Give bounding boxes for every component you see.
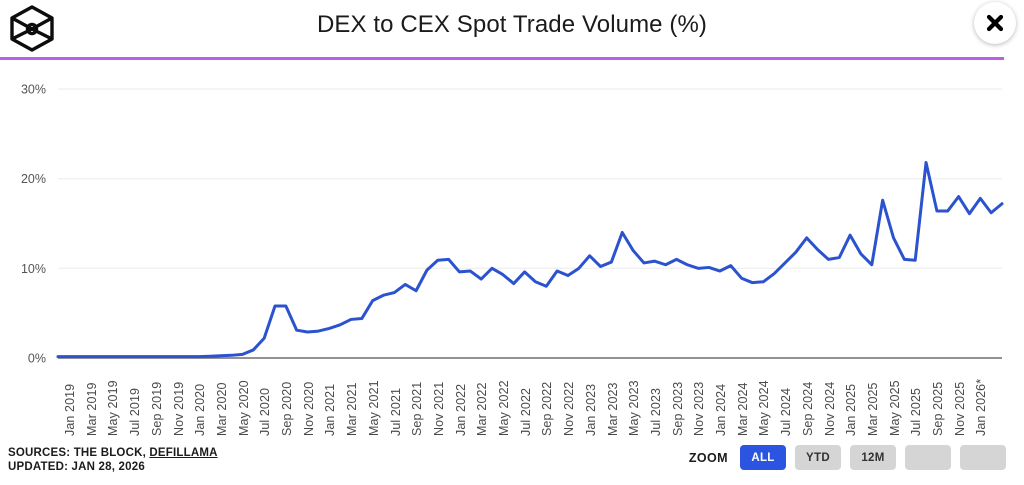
x-axis-tick-label: Sep 2023 [670, 381, 685, 436]
zoom-controls: ZOOM ALL YTD 12M [689, 445, 1006, 470]
x-axis-tick-label: Jan 2023 [583, 383, 598, 436]
x-axis-tick-label: Jan 2019 [63, 383, 77, 436]
chart-footer: SOURCES: THE BLOCK, DEFILLAMA UPDATED: J… [0, 440, 1024, 485]
line-chart-svg: 0% 10% 20% 30% [21, 83, 1004, 366]
x-axis-tick-label: Sep 2022 [540, 381, 555, 436]
x-axis-tick-label: Jan 2020 [193, 383, 208, 436]
page-title: DEX to CEX Spot Trade Volume (%) [316, 11, 708, 38]
svg-text:0%: 0% [28, 352, 46, 366]
x-axis-tick-label: Sep 2019 [149, 381, 164, 436]
x-axis-tick-label: Nov 2025 [952, 381, 967, 436]
zoom-button-12m[interactable]: 12M [850, 445, 896, 470]
x-axis-tick-label: Mar 2023 [605, 382, 620, 436]
x-axis-tick-label: Mar 2024 [735, 382, 750, 436]
zoom-button-4[interactable] [905, 445, 951, 470]
x-axis-tick-label: May 2022 [497, 380, 512, 436]
x-axis-tick-label: Nov 2020 [301, 381, 316, 436]
x-axis-tick-label: Sep 2020 [280, 381, 294, 436]
x-axis-tick-label: Sep 2021 [410, 381, 425, 436]
x-axis-tick-label: Mar 2020 [214, 382, 229, 436]
chart-plot-area: 0% 10% 20% 30% [0, 58, 1024, 368]
x-axis-tick-label: Jul 2025 [909, 387, 924, 436]
x-axis-tick-label: Jul 2024 [779, 387, 794, 436]
x-axis-tick-label: Sep 2025 [931, 381, 946, 436]
x-axis-tick-label: Mar 2021 [345, 382, 360, 436]
svg-text:20%: 20% [21, 172, 46, 186]
zoom-button-ytd[interactable]: YTD [795, 445, 841, 470]
x-axis-tick-label: Mar 2022 [475, 382, 490, 436]
x-axis-tick-label: May 2025 [887, 380, 902, 436]
x-axis-tick-label: Jul 2020 [258, 387, 273, 436]
sources-prefix: SOURCES: THE BLOCK, [8, 447, 150, 459]
x-axis-tick-label: Mar 2025 [865, 382, 880, 436]
x-axis-tick-label: Jan 2024 [714, 383, 729, 436]
x-axis-tick-label: Nov 2019 [171, 381, 186, 436]
x-axis-tick-label: Nov 2023 [692, 381, 707, 436]
x-axis-tick-label: Jan 2026* [974, 378, 989, 436]
x-axis-tick-label: Jul 2023 [648, 387, 663, 436]
x-axis-tick-label: Jul 2019 [128, 387, 143, 436]
chart-header: DEX to CEX Spot Trade Volume (%) [0, 0, 1024, 60]
close-button[interactable] [974, 2, 1016, 44]
zoom-button-5[interactable] [960, 445, 1006, 470]
sources-text: SOURCES: THE BLOCK, DEFILLAMA UPDATED: J… [8, 446, 218, 474]
x-axis-tick-label: May 2019 [106, 380, 121, 436]
defillama-link[interactable]: DEFILLAMA [149, 447, 218, 459]
y-axis-tick-labels: 0% 10% 20% 30% [21, 83, 46, 366]
x-axis-tick-label: May 2024 [757, 380, 772, 436]
svg-text:10%: 10% [21, 262, 46, 276]
x-axis-tick-label: Jul 2021 [388, 387, 403, 436]
theblock-cube-logo-icon [6, 2, 58, 54]
x-axis-tick-label: May 2020 [236, 380, 251, 436]
updated-text: UPDATED: JAN 28, 2026 [8, 461, 145, 473]
x-axis-tick-label: Nov 2021 [431, 381, 446, 436]
zoom-label: ZOOM [688, 450, 728, 465]
x-axis-tick-label: May 2021 [366, 380, 381, 436]
close-icon [986, 14, 1004, 32]
x-axis-tick-label: Jul 2022 [518, 387, 533, 436]
zoom-button-all[interactable]: ALL [740, 445, 786, 470]
x-axis-tick-label: Nov 2022 [562, 381, 577, 436]
svg-text:30%: 30% [21, 83, 46, 97]
x-axis-tick-label: Mar 2019 [84, 382, 99, 436]
data-series-line [56, 161, 1004, 359]
x-axis-tick-labels: Jan 2019 Mar 2019 May 2019 Jul 2019 Sep 2019… [0, 366, 1024, 440]
x-axis-tick-label: May 2023 [627, 380, 642, 436]
gridlines [58, 88, 1002, 270]
x-axis-tick-label: Jan 2025 [844, 383, 859, 436]
x-axis-tick-label: Nov 2024 [822, 381, 837, 436]
x-axis-tick-label: Jan 2022 [453, 383, 468, 436]
accent-divider [0, 57, 1004, 60]
x-axis-tick-label: Sep 2024 [800, 381, 815, 436]
x-axis-tick-label: Jan 2021 [323, 383, 338, 436]
